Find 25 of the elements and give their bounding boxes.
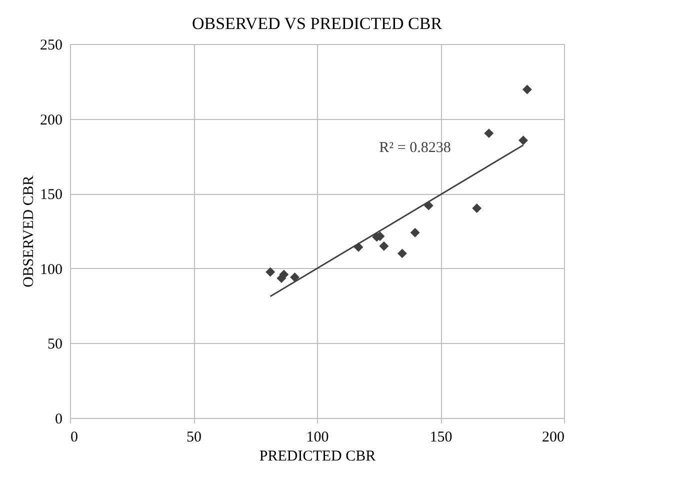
x-tick-label: 150 [430, 430, 452, 446]
point [279, 270, 289, 280]
y-axis-title: OBSERVED CBR [21, 176, 37, 288]
point [379, 241, 389, 251]
annotation: R² = 0.8238 [379, 140, 451, 156]
point [410, 228, 420, 238]
y-tick-label: 200 [40, 112, 62, 128]
x-tick-label: 0 [70, 430, 78, 446]
y-tick-label: 0 [55, 412, 62, 428]
point [472, 204, 482, 214]
point [518, 136, 528, 146]
y-tick-label: 150 [40, 187, 62, 204]
point [522, 84, 532, 94]
point [266, 267, 276, 277]
y-tick-label: 250 [40, 38, 62, 54]
chart-title: OBSERVED VS PREDICTED CBR [192, 14, 443, 33]
y-tick-label: 100 [40, 262, 62, 278]
x-tick-label: 100 [306, 430, 329, 446]
x-axis-title: PREDICTED CBR [259, 448, 376, 464]
point [484, 128, 494, 138]
point [397, 248, 407, 258]
x-tick-label: 50 [186, 430, 202, 446]
point [290, 272, 300, 282]
x-tick-label: 200 [542, 430, 564, 446]
y-tick-label: 50 [48, 336, 62, 353]
